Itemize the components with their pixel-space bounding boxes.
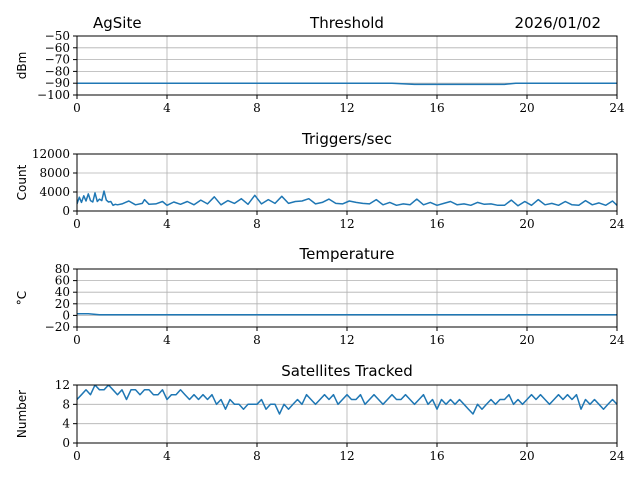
x-tick-label: 20 (519, 217, 534, 231)
x-tick-label: 16 (429, 101, 444, 115)
x-tick-label: 12 (339, 333, 354, 347)
y-tick-label: 0 (62, 308, 70, 322)
x-tick-label: 4 (163, 333, 171, 347)
x-tick-label: 24 (609, 449, 625, 463)
chart-panel: 0 4 8 12 16 20 24 −100−90−80−70−60−50 Threshold d… (15, 14, 625, 115)
y-tick-label: 8 (62, 397, 70, 411)
x-tick-label: 0 (73, 101, 81, 115)
x-tick-label: 4 (163, 449, 171, 463)
x-tick-label: 8 (253, 449, 261, 463)
x-tick-label: 8 (253, 217, 261, 231)
x-tick-label: 20 (519, 449, 534, 463)
y-axis-label: Count (15, 164, 29, 200)
chart-title: Threshold (309, 14, 384, 32)
series-line (77, 190, 617, 207)
series-line (77, 385, 617, 415)
y-axis-label: °C (15, 291, 29, 305)
y-tick-label: 40 (55, 285, 70, 299)
x-tick-label: 0 (73, 217, 81, 231)
x-tick-label: 24 (609, 101, 625, 115)
y-tick-label: −20 (45, 320, 70, 334)
series-line (77, 312, 617, 316)
y-tick-label: 60 (55, 274, 70, 288)
chart-panels: 0 4 8 12 16 20 24 −100−90−80−70−60−50 Threshold d… (15, 14, 625, 463)
y-tick-label: −70 (45, 53, 70, 67)
y-axis-label: dBm (15, 52, 29, 80)
x-tick-label: 16 (429, 217, 444, 231)
y-tick-label: 12000 (32, 147, 70, 161)
y-tick-label: 8000 (39, 166, 70, 180)
y-tick-label: 80 (55, 262, 70, 276)
x-tick-label: 20 (519, 101, 534, 115)
y-tick-label: 0 (62, 204, 70, 218)
x-tick-label: 12 (339, 101, 354, 115)
y-axis-label: Number (15, 390, 29, 438)
x-tick-label: 24 (609, 217, 625, 231)
chart-title: Triggers/sec (301, 130, 392, 148)
x-tick-label: 8 (253, 333, 261, 347)
series-line (77, 82, 617, 86)
x-tick-label: 4 (163, 217, 171, 231)
y-tick-label: 4000 (39, 185, 70, 199)
y-tick-label: 12 (55, 378, 70, 392)
y-tick-label: 20 (55, 297, 70, 311)
date-label: 2026/01/02 (515, 14, 601, 32)
x-tick-label: 16 (429, 333, 444, 347)
y-tick-label: −100 (37, 88, 70, 102)
site-label: AgSite (93, 14, 142, 32)
x-tick-label: 0 (73, 333, 81, 347)
x-tick-label: 12 (339, 449, 354, 463)
chart-panel: 0 4 8 12 16 20 24 0 4000 8000 12000 Triggers/sec Cou… (15, 130, 625, 231)
x-tick-label: 12 (339, 217, 354, 231)
x-tick-label: 4 (163, 101, 171, 115)
y-tick-label: −60 (45, 41, 70, 55)
x-tick-label: 16 (429, 449, 444, 463)
x-tick-label: 20 (519, 333, 534, 347)
x-tick-label: 24 (609, 333, 625, 347)
y-tick-label: −90 (45, 76, 70, 90)
chart-panel: 0 4 8 12 16 20 24 0 4 8 12 Satellites Tracked Number (15, 362, 625, 463)
y-tick-label: −50 (45, 29, 70, 43)
chart-title: Temperature (298, 245, 394, 263)
x-tick-label: 0 (73, 449, 81, 463)
y-tick-label: −80 (45, 64, 70, 78)
chart-title: Satellites Tracked (281, 362, 412, 380)
y-tick-label: 4 (62, 417, 70, 431)
y-tick-label: 0 (62, 436, 70, 450)
x-tick-label: 8 (253, 101, 261, 115)
